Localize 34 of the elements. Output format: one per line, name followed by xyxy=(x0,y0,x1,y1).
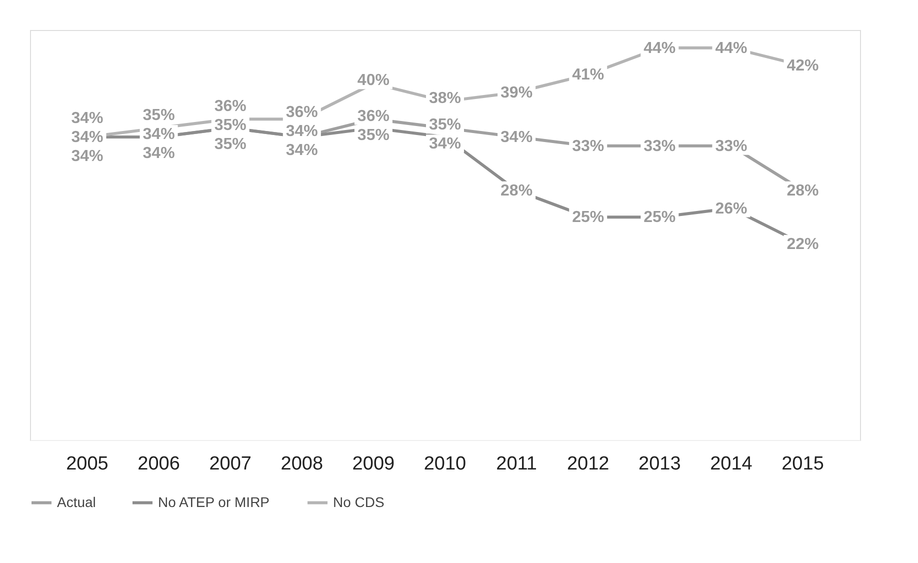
data-label: 34% xyxy=(286,123,318,140)
x-tick-label: 2011 xyxy=(496,454,537,474)
data-label: 35% xyxy=(214,117,246,134)
x-tick-label: 2013 xyxy=(638,454,681,474)
x-tick-label: 2007 xyxy=(209,454,252,474)
x-tick-label: 2014 xyxy=(710,454,753,474)
x-tick-label: 2008 xyxy=(280,454,324,474)
legend-label: Actual xyxy=(57,494,96,510)
data-label: 28% xyxy=(786,182,819,200)
data-label: 40% xyxy=(357,72,390,90)
data-label: 35% xyxy=(428,116,462,134)
data-label: 34% xyxy=(71,148,104,165)
data-label: 42% xyxy=(786,58,819,75)
x-tick-label: 2015 xyxy=(782,454,824,474)
legend-label: No ATEP or MIRP xyxy=(158,494,270,510)
data-label: 22% xyxy=(786,236,819,253)
x-tick-label: 2010 xyxy=(424,454,466,474)
data-label: 35% xyxy=(142,106,175,124)
data-label: 34% xyxy=(142,144,175,162)
data-label: 36% xyxy=(357,108,390,125)
data-label: 34% xyxy=(428,136,462,153)
data-label: 34% xyxy=(142,126,175,143)
x-tick-label: 2012 xyxy=(566,454,610,474)
x-tick-label: 2009 xyxy=(352,454,395,474)
legend-label: No CDS xyxy=(333,494,384,510)
data-label: 36% xyxy=(214,98,246,116)
data-label: 36% xyxy=(286,104,318,122)
x-tick-label: 2005 xyxy=(66,454,108,474)
data-label: 38% xyxy=(428,90,462,107)
data-label: 35% xyxy=(214,136,246,154)
data-label: 34% xyxy=(286,142,318,160)
data-label: 35% xyxy=(357,126,390,144)
data-label: 34% xyxy=(71,110,104,127)
x-tick-label: 2006 xyxy=(138,454,180,474)
